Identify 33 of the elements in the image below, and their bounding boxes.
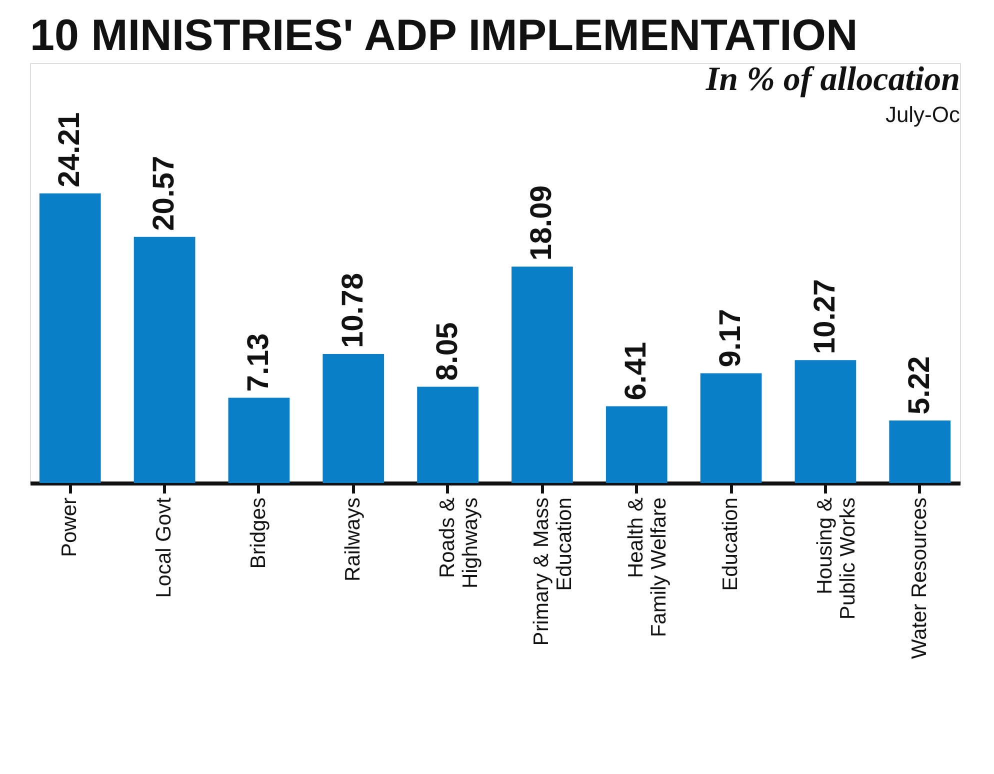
x-tick-label: Housing & Public Works bbox=[813, 498, 860, 620]
bar bbox=[700, 373, 762, 483]
chart-subtitle: In % of allocation bbox=[704, 61, 960, 98]
bar bbox=[512, 266, 573, 483]
data-label: 5.22 bbox=[902, 356, 936, 415]
x-tick-label: Power bbox=[58, 498, 82, 558]
chart-title: 10 MINISTRIES' ADP IMPLEMENTATION bbox=[30, 11, 858, 60]
data-label: 10.27 bbox=[808, 279, 842, 354]
data-label: 7.13 bbox=[242, 333, 275, 392]
data-label: 24.21 bbox=[53, 112, 86, 188]
x-tick-label: Health & Family Welfare bbox=[624, 498, 671, 638]
x-tick-label: Primary & Mass Education bbox=[530, 498, 576, 646]
bar bbox=[228, 398, 290, 483]
x-tick-label: Local Govt bbox=[152, 497, 176, 598]
data-label: 20.57 bbox=[148, 156, 181, 231]
data-label: 6.41 bbox=[620, 342, 653, 400]
bar bbox=[39, 193, 101, 483]
x-tick-label: Roads & Highways bbox=[436, 498, 482, 589]
bar bbox=[794, 360, 856, 483]
x-tick-label: Water Resources bbox=[908, 498, 931, 659]
data-label: 9.17 bbox=[714, 308, 748, 368]
data-label: 18.09 bbox=[525, 185, 558, 261]
x-tick-label: Education bbox=[719, 498, 742, 591]
bar bbox=[889, 420, 951, 483]
data-label: 8.05 bbox=[430, 322, 464, 381]
bar bbox=[606, 406, 668, 483]
data-label: 10.78 bbox=[336, 272, 370, 348]
x-tick-label: Bridges bbox=[246, 498, 270, 569]
bar bbox=[322, 354, 384, 483]
bar bbox=[417, 386, 478, 483]
text: July-Oc bbox=[885, 102, 960, 127]
x-tick-label: Railways bbox=[341, 498, 364, 582]
bar bbox=[134, 236, 196, 483]
